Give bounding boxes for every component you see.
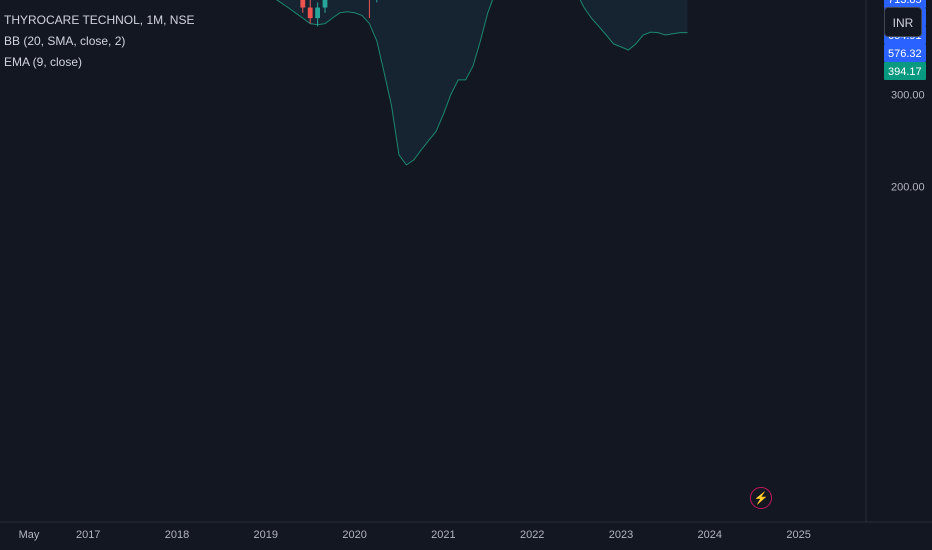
x-tick-label: 2025 — [786, 529, 810, 541]
candle[interactable] — [322, 0, 328, 13]
candles[interactable] — [27, 0, 750, 27]
symbol-title[interactable]: THYROCARE TECHNOL, 1M, NSE — [4, 13, 195, 27]
price-label-badge — [884, 62, 926, 80]
price-label-badge — [884, 44, 926, 62]
x-tick-label: May — [19, 529, 40, 541]
indicator-lines — [276, 0, 688, 166]
price-label-text: 576.32 — [888, 48, 922, 60]
candle[interactable] — [315, 2, 320, 27]
x-tick-label: 2021 — [431, 529, 455, 541]
candle-body — [300, 0, 306, 8]
bb-band-fill — [276, 0, 688, 165]
candle-body — [322, 0, 328, 8]
price-label-text: 394.17 — [888, 66, 922, 78]
candle[interactable] — [307, 0, 313, 24]
candle[interactable] — [367, 0, 372, 19]
x-tick-label: 2023 — [609, 529, 633, 541]
candle[interactable] — [300, 0, 306, 13]
grid — [0, 0, 932, 523]
lightning-icon[interactable]: ⚡ — [750, 487, 772, 509]
x-tick-label: 2020 — [342, 529, 366, 541]
x-tick-label: 2018 — [165, 529, 189, 541]
y-tick-label: 200.00 — [891, 182, 925, 194]
x-tick-label: 2017 — [76, 529, 100, 541]
price-label-text: 713.85 — [888, 0, 922, 6]
y-tick-label: 300.00 — [891, 90, 925, 102]
x-tick-label: 2024 — [698, 529, 722, 541]
candle-body — [307, 7, 313, 19]
bb-band-area — [276, 0, 688, 165]
bb-indicator-label[interactable]: BB (20, SMA, close, 2) — [4, 34, 126, 48]
bb-lower-line — [276, 0, 688, 166]
candle-body — [315, 7, 320, 19]
axis-labels: 200.00300.00900.001,000.001,100.001,200.… — [19, 90, 925, 541]
x-tick-label: 2022 — [520, 529, 544, 541]
ema-indicator-label[interactable]: EMA (9, close) — [4, 55, 83, 69]
x-tick-label: 2019 — [254, 529, 278, 541]
currency-button[interactable]: INR — [884, 7, 922, 37]
legend: THYROCARE TECHNOL, 1M, NSE BB (20, SMA, … — [4, 10, 194, 73]
price-label-badge — [884, 0, 926, 8]
